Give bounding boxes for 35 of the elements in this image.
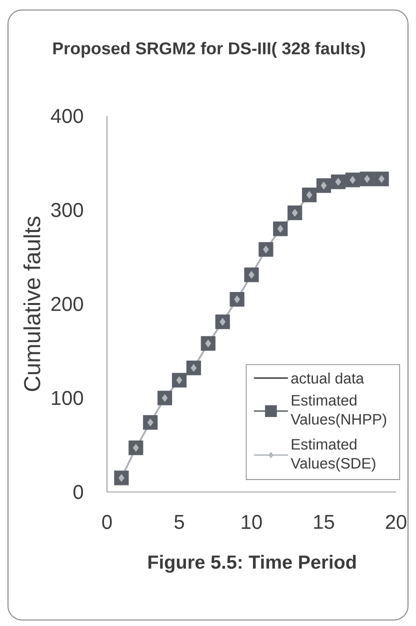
legend-label: Estimated Values(SDE) bbox=[290, 438, 376, 472]
point bbox=[132, 444, 139, 452]
point bbox=[248, 271, 254, 279]
point bbox=[205, 340, 212, 348]
x-axis-title: Figure 5.5: Time Period bbox=[148, 554, 356, 573]
point bbox=[378, 175, 384, 183]
y-tick-label: 200 bbox=[51, 296, 84, 312]
point bbox=[220, 318, 226, 326]
point bbox=[176, 376, 182, 384]
point bbox=[350, 176, 356, 184]
point bbox=[234, 295, 240, 304]
point bbox=[147, 418, 154, 426]
point bbox=[320, 182, 327, 190]
x-tick-label: 15 bbox=[314, 515, 334, 529]
x-tick-label: 5 bbox=[174, 515, 184, 529]
y-tick-label: 300 bbox=[51, 202, 84, 218]
point bbox=[162, 394, 168, 402]
y-tick-label: 0 bbox=[73, 484, 84, 500]
point bbox=[292, 209, 298, 217]
point bbox=[335, 178, 342, 186]
point bbox=[263, 246, 269, 254]
point bbox=[364, 175, 370, 183]
y-tick-label: 400 bbox=[50, 108, 84, 124]
x-tick-label: 10 bbox=[242, 514, 262, 530]
point bbox=[277, 225, 284, 233]
x-tick-label: 0 bbox=[102, 514, 112, 530]
chart-title: Proposed SRGM2 for DS-III( 328 faults) bbox=[53, 42, 365, 58]
x-tick-label: 20 bbox=[386, 514, 406, 530]
point bbox=[190, 364, 197, 372]
y-tick-label: 100 bbox=[52, 390, 84, 406]
legend-label: Estimated Values(NHPP) bbox=[290, 394, 386, 428]
point bbox=[118, 474, 124, 482]
point bbox=[306, 191, 312, 199]
legend-label: actual data bbox=[291, 372, 364, 384]
y-axis-title: Cumulative faults bbox=[23, 216, 40, 392]
